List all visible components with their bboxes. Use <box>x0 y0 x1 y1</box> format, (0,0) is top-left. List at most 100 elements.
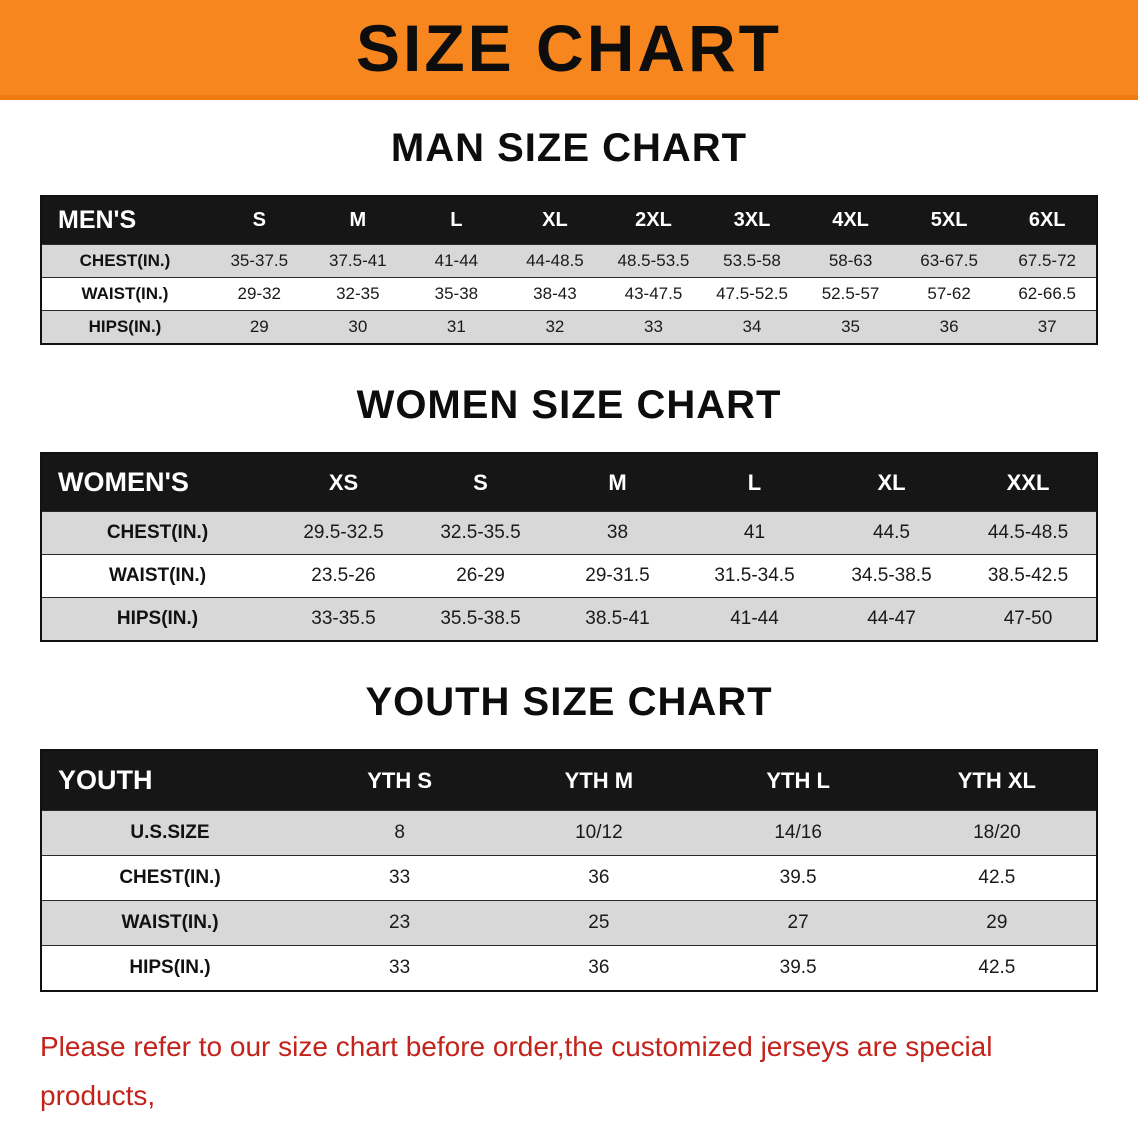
table-row: HIPS(IN.) 33-35.5 35.5-38.5 38.5-41 41-44 44-… <box>41 597 1097 642</box>
size-value: 25 <box>499 900 699 946</box>
size-value: 38-43 <box>505 277 605 311</box>
size-value: 29 <box>210 310 309 345</box>
column-header: 5XL <box>899 195 999 245</box>
size-value: 30 <box>308 310 408 345</box>
table-row: WAIST(IN.) 23 25 27 29 <box>41 900 1097 946</box>
table-title-cell: YOUTH <box>41 749 300 811</box>
column-header: YTH L <box>698 749 898 811</box>
size-value: 36 <box>499 945 699 992</box>
size-value: 38.5-41 <box>549 597 686 642</box>
row-label: CHEST(IN.) <box>41 855 300 901</box>
size-value: 52.5-57 <box>801 277 900 311</box>
column-header: YTH M <box>499 749 699 811</box>
size-value: 29 <box>897 900 1097 946</box>
column-header: 3XL <box>702 195 802 245</box>
column-header: YTH S <box>300 749 500 811</box>
size-value: 41 <box>686 511 823 555</box>
size-value: 58-63 <box>801 244 900 278</box>
size-value: 47-50 <box>960 597 1097 642</box>
table-title-cell: MEN'S <box>41 195 210 245</box>
column-header: L <box>686 452 823 512</box>
table-row: U.S.SIZE 8 10/12 14/16 18/20 <box>41 810 1097 856</box>
banner: SIZE CHART <box>0 0 1138 100</box>
size-value: 41-44 <box>407 244 506 278</box>
size-value: 43-47.5 <box>604 277 703 311</box>
women-size-table: WOMEN'S XS S M L XL XXL CHEST(IN.) 29.5-32.5 32.5… <box>40 452 1098 642</box>
size-value: 44.5-48.5 <box>960 511 1097 555</box>
youth-size-table: YOUTH YTH S YTH M YTH L YTH XL U.S.SIZE 8 10/12… <box>40 749 1098 992</box>
footer-line-2: we don't accept cancel, change, teturn o… <box>40 1129 995 1132</box>
column-header: XL <box>823 452 960 512</box>
size-value: 23.5-26 <box>275 554 412 598</box>
header-row: WOMEN'S XS S M L XL XXL <box>41 452 1097 512</box>
size-value: 10/12 <box>499 810 699 856</box>
size-value: 44-47 <box>823 597 960 642</box>
table-row: CHEST(IN.) 33 36 39.5 42.5 <box>41 855 1097 901</box>
footer-note: Please refer to our size chart before or… <box>40 1022 1100 1132</box>
size-value: 57-62 <box>899 277 999 311</box>
size-value: 8 <box>300 810 500 856</box>
size-value: 23 <box>300 900 500 946</box>
footer-line-1: Please refer to our size chart before or… <box>40 1031 993 1111</box>
size-value: 62-66.5 <box>998 277 1097 311</box>
column-header: L <box>407 195 506 245</box>
size-value: 33-35.5 <box>275 597 412 642</box>
table-row: HIPS(IN.) 33 36 39.5 42.5 <box>41 945 1097 992</box>
table-title-cell: WOMEN'S <box>41 452 275 512</box>
row-label: WAIST(IN.) <box>41 277 210 311</box>
size-value: 44.5 <box>823 511 960 555</box>
row-label: CHEST(IN.) <box>41 511 275 555</box>
size-value: 53.5-58 <box>702 244 802 278</box>
size-value: 31 <box>407 310 506 345</box>
size-value: 42.5 <box>897 855 1097 901</box>
size-value: 29-32 <box>210 277 309 311</box>
size-value: 33 <box>300 855 500 901</box>
column-header: YTH XL <box>897 749 1097 811</box>
size-value: 42.5 <box>897 945 1097 992</box>
size-value: 35.5-38.5 <box>412 597 549 642</box>
header-row: MEN'S S M L XL 2XL 3XL 4XL 5XL 6XL <box>41 195 1097 245</box>
row-label: WAIST(IN.) <box>41 554 275 598</box>
size-value: 47.5-52.5 <box>702 277 802 311</box>
row-label: HIPS(IN.) <box>41 597 275 642</box>
size-value: 37.5-41 <box>308 244 408 278</box>
row-label: U.S.SIZE <box>41 810 300 856</box>
size-value: 32 <box>505 310 605 345</box>
size-value: 36 <box>899 310 999 345</box>
size-value: 14/16 <box>698 810 898 856</box>
size-value: 44-48.5 <box>505 244 605 278</box>
column-header: XXL <box>960 452 1097 512</box>
size-value: 37 <box>998 310 1097 345</box>
row-label: HIPS(IN.) <box>41 310 210 345</box>
size-value: 36 <box>499 855 699 901</box>
size-value: 41-44 <box>686 597 823 642</box>
column-header: XS <box>275 452 412 512</box>
column-header: M <box>549 452 686 512</box>
size-value: 63-67.5 <box>899 244 999 278</box>
column-header: 6XL <box>998 195 1097 245</box>
column-header: 4XL <box>801 195 900 245</box>
size-value: 33 <box>300 945 500 992</box>
size-value: 48.5-53.5 <box>604 244 703 278</box>
header-row: YOUTH YTH S YTH M YTH L YTH XL <box>41 749 1097 811</box>
column-header: M <box>308 195 408 245</box>
youth-section-heading: YOUTH SIZE CHART <box>365 680 773 724</box>
size-value: 32.5-35.5 <box>412 511 549 555</box>
size-value: 34.5-38.5 <box>823 554 960 598</box>
men-size-table: MEN'S S M L XL 2XL 3XL 4XL 5XL 6XL CHEST(IN.) 35-37… <box>40 195 1098 345</box>
size-value: 38 <box>549 511 686 555</box>
column-header: XL <box>505 195 605 245</box>
column-header: S <box>412 452 549 512</box>
size-value: 29-31.5 <box>549 554 686 598</box>
row-label: HIPS(IN.) <box>41 945 300 992</box>
page-title: SIZE CHART <box>356 10 782 85</box>
size-value: 35-38 <box>407 277 506 311</box>
column-header: 2XL <box>604 195 703 245</box>
size-value: 39.5 <box>698 945 898 992</box>
table-row: WAIST(IN.) 29-32 32-35 35-38 38-43 43-47.5 47.… <box>41 277 1097 311</box>
table-row: CHEST(IN.) 29.5-32.5 32.5-35.5 38 41 44.5 44.5… <box>41 511 1097 555</box>
size-value: 32-35 <box>308 277 408 311</box>
size-value: 35 <box>801 310 900 345</box>
row-label: CHEST(IN.) <box>41 244 210 278</box>
table-row: HIPS(IN.) 29 30 31 32 33 34 35 36 37 <box>41 310 1097 345</box>
